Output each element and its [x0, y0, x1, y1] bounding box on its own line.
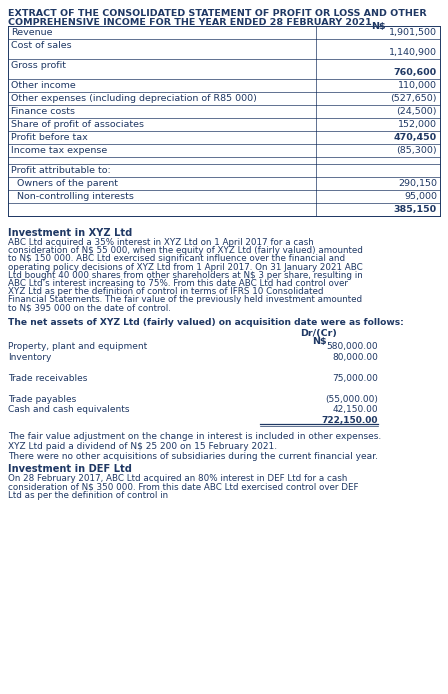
Text: EXTRACT OF THE CONSOLIDATED STATEMENT OF PROFIT OR LOSS AND OTHER: EXTRACT OF THE CONSOLIDATED STATEMENT OF… — [8, 9, 426, 18]
Text: ABC Ltd acquired a 35% interest in XYZ Ltd on 1 April 2017 for a cash: ABC Ltd acquired a 35% interest in XYZ L… — [8, 238, 314, 247]
Text: consideration of N$ 55 000, when the equity of XYZ Ltd (fairly valued) amounted: consideration of N$ 55 000, when the equ… — [8, 246, 363, 255]
Text: The net assets of XYZ Ltd (fairly valued) on acquisition date were as follows:: The net assets of XYZ Ltd (fairly valued… — [8, 318, 404, 327]
Text: 75,000.00: 75,000.00 — [332, 373, 378, 382]
Text: 470,450: 470,450 — [394, 133, 437, 142]
Text: The fair value adjustment on the change in interest is included in other expense: The fair value adjustment on the change … — [8, 432, 381, 441]
Text: Inventory: Inventory — [8, 353, 52, 362]
Text: 152,000: 152,000 — [398, 120, 437, 129]
Text: XYZ Ltd as per the definition of control in terms of IFRS 10 Consolidated: XYZ Ltd as per the definition of control… — [8, 287, 323, 296]
Text: 1,901,500: 1,901,500 — [389, 28, 437, 37]
Text: 385,150: 385,150 — [394, 205, 437, 214]
Text: 1,140,900: 1,140,900 — [389, 47, 437, 56]
Text: operating policy decisions of XYZ Ltd from 1 April 2017. On 31 January 2021 ABC: operating policy decisions of XYZ Ltd fr… — [8, 262, 363, 271]
Text: N$: N$ — [370, 22, 385, 31]
Text: Owners of the parent: Owners of the parent — [11, 179, 118, 188]
Text: to N$ 150 000. ABC Ltd exercised significant influence over the financial and: to N$ 150 000. ABC Ltd exercised signifi… — [8, 255, 345, 264]
Text: (55,000.00): (55,000.00) — [325, 395, 378, 403]
Text: Cash and cash equivalents: Cash and cash equivalents — [8, 405, 129, 414]
Text: 290,150: 290,150 — [398, 179, 437, 188]
Text: 95,000: 95,000 — [404, 192, 437, 201]
Text: Profit attributable to:: Profit attributable to: — [11, 166, 111, 175]
Text: (24,500): (24,500) — [396, 107, 437, 116]
Text: 580,000.00: 580,000.00 — [327, 342, 378, 351]
Text: Investment in DEF Ltd: Investment in DEF Ltd — [8, 464, 132, 474]
Text: consideration of N$ 350 000. From this date ABC Ltd exercised control over DEF: consideration of N$ 350 000. From this d… — [8, 482, 358, 491]
Text: Non-controlling interests: Non-controlling interests — [11, 192, 134, 201]
Text: Trade payables: Trade payables — [8, 395, 76, 403]
Text: On 28 February 2017, ABC Ltd acquired an 80% interest in DEF Ltd for a cash: On 28 February 2017, ABC Ltd acquired an… — [8, 474, 347, 483]
Text: There were no other acquisitions of subsidiaries during the current financial ye: There were no other acquisitions of subs… — [8, 452, 378, 462]
Text: Financial Statements. The fair value of the previously held investment amounted: Financial Statements. The fair value of … — [8, 296, 362, 305]
Text: XYZ Ltd paid a dividend of N$ 25 200 on 15 February 2021.: XYZ Ltd paid a dividend of N$ 25 200 on … — [8, 442, 277, 451]
Text: Other expenses (including depreciation of R85 000): Other expenses (including depreciation o… — [11, 94, 257, 103]
Text: Ltd as per the definition of control in: Ltd as per the definition of control in — [8, 491, 168, 500]
Text: Property, plant and equipment: Property, plant and equipment — [8, 342, 147, 351]
Text: Investment in XYZ Ltd: Investment in XYZ Ltd — [8, 228, 132, 238]
Text: to N$ 395 000 on the date of control.: to N$ 395 000 on the date of control. — [8, 303, 171, 312]
Text: (85,300): (85,300) — [396, 146, 437, 155]
Text: 760,600: 760,600 — [394, 67, 437, 76]
Text: 110,000: 110,000 — [398, 81, 437, 90]
Text: 722,150.00: 722,150.00 — [322, 416, 378, 425]
Text: Profit before tax: Profit before tax — [11, 133, 88, 142]
Text: Dr/(Cr): Dr/(Cr) — [301, 329, 337, 338]
Text: Gross profit: Gross profit — [11, 61, 66, 70]
Text: Share of profit of associates: Share of profit of associates — [11, 120, 144, 129]
Text: ABC Ltd's interest increasing to 75%. From this date ABC Ltd had control over: ABC Ltd's interest increasing to 75%. Fr… — [8, 279, 348, 288]
Text: Income tax expense: Income tax expense — [11, 146, 107, 155]
Text: Ltd bought 40 000 shares from other shareholders at N$ 3 per share, resulting in: Ltd bought 40 000 shares from other shar… — [8, 271, 363, 280]
Text: Trade receivables: Trade receivables — [8, 373, 87, 382]
Text: Other income: Other income — [11, 81, 76, 90]
Text: (527,650): (527,650) — [391, 94, 437, 103]
Text: Cost of sales: Cost of sales — [11, 41, 72, 50]
Text: 80,000.00: 80,000.00 — [332, 353, 378, 362]
Text: Finance costs: Finance costs — [11, 107, 75, 116]
Text: N$: N$ — [312, 337, 326, 346]
Text: 42,150.00: 42,150.00 — [332, 405, 378, 414]
Text: COMPREHENSIVE INCOME FOR THE YEAR ENDED 28 FEBRUARY 2021: COMPREHENSIVE INCOME FOR THE YEAR ENDED … — [8, 18, 372, 27]
Text: Revenue: Revenue — [11, 28, 52, 37]
